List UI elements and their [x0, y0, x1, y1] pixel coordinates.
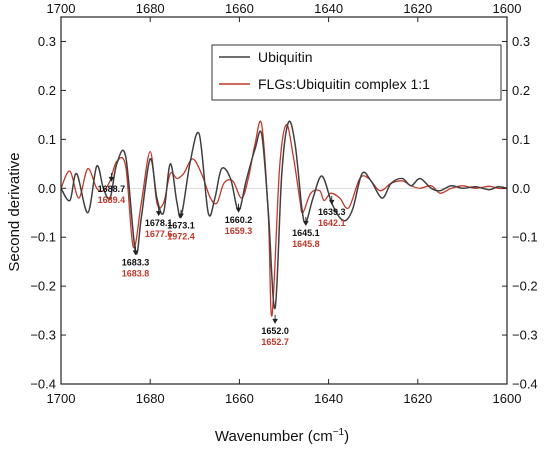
x-tick-label-bottom: 1600 — [493, 391, 522, 406]
x-axis-title: Wavenumber (cm−1) — [215, 427, 349, 445]
peak-arrow-head — [155, 211, 162, 217]
y-tick-label-right: −0.1 — [512, 230, 538, 245]
peak-label-ubiquitin: 1639.3 — [318, 207, 346, 217]
peak-label-complex: 1645.8 — [292, 239, 320, 249]
x-tick-label-top: 1700 — [47, 1, 76, 16]
y-tick-label-right: −0.4 — [512, 377, 538, 392]
peak-label-ubiquitin: 1645.1 — [292, 228, 320, 238]
peak-label-ubiquitin: 1683.3 — [122, 257, 150, 267]
peak-label-complex: 1642.1 — [318, 218, 346, 228]
peak-arrow-head — [178, 213, 184, 219]
peak-label-complex: 1677.6 — [145, 229, 173, 239]
y-tick-label-right: −0.2 — [512, 279, 538, 294]
x-tick-label-bottom: 1660 — [225, 391, 254, 406]
x-tick-label-top: 1600 — [493, 1, 522, 16]
legend-label-ubiquitin: Ubiquitin — [258, 49, 312, 65]
legend-box — [211, 44, 502, 101]
peak-arrow-head — [303, 220, 309, 226]
y-tick-label-right: −0.3 — [512, 328, 538, 343]
legend-label-complex: FLGs:Ubiquitin complex 1:1 — [258, 76, 430, 92]
y-tick-label-left: −0.2 — [30, 279, 56, 294]
peak-label-complex: 1972.4 — [167, 232, 195, 242]
series-layer — [60, 120, 508, 317]
y-tick-label-left: −0.4 — [30, 377, 56, 392]
y-axis-title: Second derivative — [6, 152, 23, 271]
peak-label-complex: 1683.8 — [122, 268, 150, 278]
x-tick-label-top: 1680 — [136, 1, 165, 16]
y-tick-label-right: 0.2 — [512, 83, 530, 98]
x-axis-title-sup: −1 — [333, 427, 345, 438]
peak-label-complex: 1652.7 — [261, 337, 289, 347]
peak-label-ubiquitin: 1660.2 — [225, 215, 253, 225]
peak-arrow-head — [132, 250, 139, 256]
axis-ticks: 1700 1700 1680 1680 1660 1660 1640 1640 1620 1620… — [30, 1, 537, 406]
y-tick-label-left: −0.3 — [30, 328, 56, 343]
x-tick-label-top: 1620 — [403, 1, 432, 16]
axes-frame — [60, 16, 508, 385]
x-axis-title-main: Wavenumber (cm — [215, 428, 333, 445]
y-tick-label-right: 0.0 — [512, 181, 530, 196]
peak-arrow-head — [272, 318, 278, 324]
plot-frame — [60, 16, 508, 385]
series-line-ubiquitin — [60, 120, 508, 309]
peak-label-ubiquitin: 1678.1 — [145, 218, 173, 228]
x-tick-label-bottom: 1680 — [136, 391, 165, 406]
peak-label-ubiquitin: 1688.7 — [98, 184, 126, 194]
peak-arrow-head — [328, 199, 335, 205]
x-tick-label-top: 1660 — [225, 1, 254, 16]
y-tick-label-left: 0.3 — [38, 34, 56, 49]
x-tick-label-bottom: 1640 — [314, 391, 343, 406]
x-tick-label-top: 1640 — [314, 1, 343, 16]
peak-label-complex: 1659.3 — [225, 226, 253, 236]
y-tick-label-left: 0.2 — [38, 83, 56, 98]
peak-arrow-head — [235, 207, 242, 213]
peak-label-ubiquitin: 1673.1 — [167, 221, 195, 231]
y-tick-label-left: 0.1 — [38, 132, 56, 147]
y-tick-label-right: 0.3 — [512, 34, 530, 49]
y-tick-label-right: 0.1 — [512, 132, 530, 147]
x-tick-label-bottom: 1620 — [403, 391, 432, 406]
x-tick-label-bottom: 1700 — [47, 391, 76, 406]
peak-label-complex: 1689.4 — [98, 195, 126, 205]
peak-arrow-head — [108, 176, 115, 182]
y-tick-label-left: 0.0 — [38, 181, 56, 196]
legend: Ubiquitin FLGs:Ubiquitin complex 1:1 — [211, 44, 502, 101]
peak-label-ubiquitin: 1652.0 — [261, 326, 289, 336]
x-axis-title-close: ) — [344, 428, 349, 445]
y-tick-label-left: −0.1 — [30, 230, 56, 245]
